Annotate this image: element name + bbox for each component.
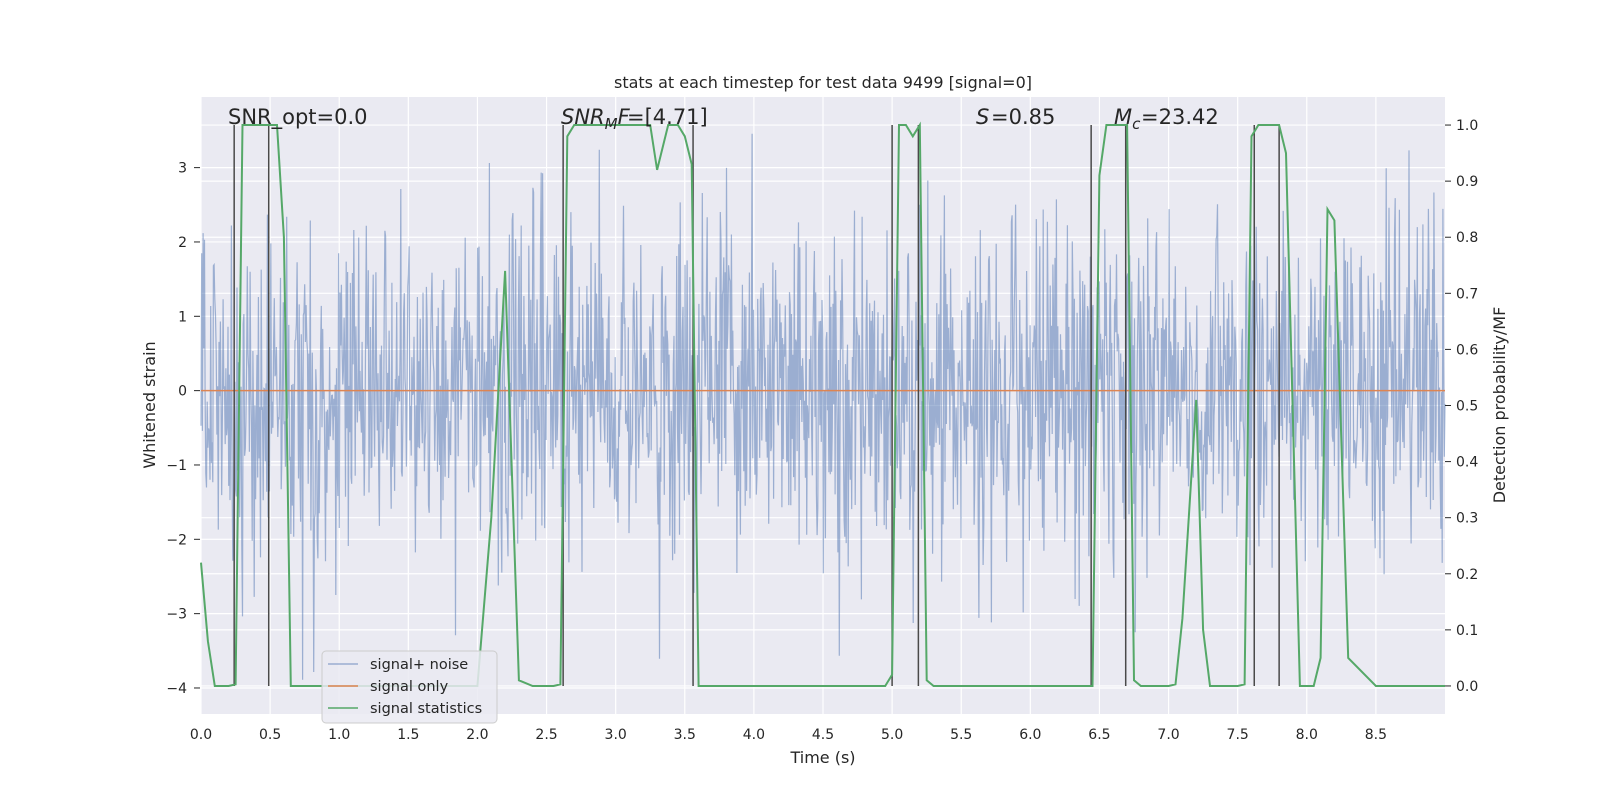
chart-title: stats at each timestep for test data 949… [614,73,1032,92]
x-tick-label: 6.5 [1088,727,1110,743]
noise-line [200,133,1446,680]
y-ticks-left: −4 −3 −2 −1 0 1 2 3 [166,161,200,697]
legend-label-noise: signal+ noise [370,657,468,673]
x-tick-label: 2.0 [466,727,488,743]
x-tick-label: 1.0 [328,727,350,743]
y-axis-label: Whitened strain [140,341,159,468]
annotation-snr-opt: SNR_opt=0.0 [228,105,368,130]
x-tick-label: 6.0 [1019,727,1041,743]
x-tick-label: 1.5 [397,727,419,743]
y-tick-label: −2 [166,532,187,548]
series-signal-noise [200,133,1446,680]
y-tick-label-right: 0.7 [1456,286,1478,302]
annotation-snr-mf: SNRMF =[4.71] [561,105,708,133]
y-tick-label: 3 [178,161,187,177]
y-tick-label: 2 [178,235,187,251]
y-axis-label-right: Detection probability/MF [1490,307,1509,504]
x-tick-label: 4.5 [812,727,834,743]
annotation-s: S =0.85 [976,105,1055,129]
annotation-snr-mf-symbol: SNRMF [561,105,631,133]
y-tick-label-right: 0.5 [1456,399,1478,415]
annotation-s-value: =0.85 [991,105,1055,129]
x-tick-label: 5.0 [881,727,903,743]
y-tick-label: 1 [178,309,187,325]
y-tick-label-right: 0.0 [1456,679,1478,695]
y-tick-label-right: 0.3 [1456,511,1478,527]
x-tick-label: 2.5 [535,727,557,743]
annotation-snr-mf-value: =[4.71] [627,105,708,129]
y-tick-label: −3 [166,607,187,623]
y-tick-label: 0 [178,384,187,400]
x-ticks: 0.0 0.5 1.0 1.5 2.0 2.5 3.0 3.5 4.0 4.5 5.0 5.5 6.0 6… [190,727,1387,743]
x-tick-label: 8.5 [1365,727,1387,743]
x-tick-label: 8.0 [1296,727,1318,743]
y-tick-label-right: 0.9 [1456,174,1478,190]
annotation-mc: Mc =23.42 [1114,105,1219,133]
x-tick-label: 3.5 [674,727,696,743]
x-tick-label: 7.5 [1227,727,1249,743]
x-axis-label: Time (s) [789,748,855,767]
y-ticks-right: 0.0 0.1 0.2 0.3 0.4 0.5 0.6 0.7 0.8 0.9 1.0 [1445,118,1478,695]
y-tick-label-right: 0.8 [1456,230,1478,246]
y-tick-label-right: 0.6 [1456,342,1478,358]
y-tick-label-right: 0.2 [1456,567,1478,583]
x-tick-label: 0.5 [259,727,281,743]
y-tick-label: −4 [166,681,187,697]
x-tick-label: 0.0 [190,727,212,743]
annotation-mc-symbol: Mc [1114,105,1141,133]
plot-area [200,97,1446,714]
y-tick-label: −1 [166,458,187,474]
y-tick-label-right: 0.4 [1456,455,1478,471]
annotation-mc-value: =23.42 [1141,105,1219,129]
legend-label-statistics: signal statistics [370,701,482,717]
x-tick-label: 4.0 [743,727,765,743]
x-tick-label: 5.5 [950,727,972,743]
x-tick-label: 3.0 [605,727,627,743]
legend-box [321,650,498,724]
x-tick-label: 7.0 [1157,727,1179,743]
y-tick-label-right: 1.0 [1456,118,1478,134]
annotation-s-symbol: S [976,105,989,129]
y-tick-label-right: 0.1 [1456,623,1478,639]
legend: signal+ noise signal only signal statist… [321,650,498,724]
legend-label-signal-only: signal only [370,679,449,695]
